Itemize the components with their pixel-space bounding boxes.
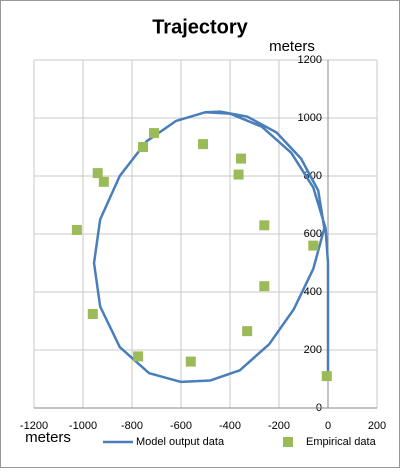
chart-title: Trajectory bbox=[152, 16, 248, 38]
legend-label: Empirical data bbox=[306, 436, 377, 448]
legend-swatch bbox=[283, 437, 293, 447]
y-tick-label: 1200 bbox=[298, 54, 322, 66]
trajectory-line bbox=[92, 110, 330, 384]
x-axis-label: meters bbox=[25, 429, 71, 446]
x-tick-label: -400 bbox=[219, 420, 241, 432]
x-tick-label: 0 bbox=[325, 420, 331, 432]
data-point bbox=[133, 351, 144, 362]
data-point bbox=[259, 220, 270, 231]
y-tick-label: 1000 bbox=[298, 112, 322, 124]
x-tick-label: -1000 bbox=[69, 420, 97, 432]
legend-label: Model output data bbox=[136, 436, 225, 448]
data-point bbox=[236, 153, 247, 164]
data-point bbox=[233, 169, 244, 180]
x-tick-label: 200 bbox=[368, 420, 386, 432]
data-point bbox=[138, 142, 149, 152]
x-tick-label: -200 bbox=[268, 420, 290, 432]
x-tick-label: -600 bbox=[170, 420, 192, 432]
data-point bbox=[242, 326, 253, 337]
data-point bbox=[98, 176, 109, 187]
data-point bbox=[321, 371, 332, 382]
y-tick-label: 600 bbox=[304, 228, 322, 240]
x-tick-label: -800 bbox=[121, 420, 143, 432]
data-point bbox=[87, 309, 98, 320]
data-point bbox=[71, 224, 82, 235]
data-point bbox=[259, 281, 270, 292]
data-point bbox=[198, 139, 209, 150]
x-tick-label: -1200 bbox=[20, 420, 48, 432]
data-point bbox=[308, 240, 319, 251]
data-point bbox=[185, 356, 196, 367]
y-axis-label: meters bbox=[269, 38, 315, 55]
y-tick-label: 400 bbox=[304, 286, 322, 298]
data-point bbox=[92, 168, 103, 179]
data-point bbox=[149, 128, 160, 139]
y-tick-label: 200 bbox=[304, 344, 322, 356]
